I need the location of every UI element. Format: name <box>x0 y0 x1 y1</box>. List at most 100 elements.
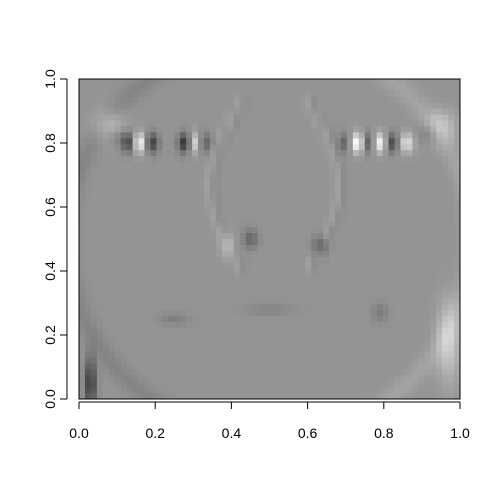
image-pixel <box>275 321 282 329</box>
image-pixel <box>424 357 431 364</box>
image-pixel <box>275 203 282 210</box>
image-pixel <box>168 114 175 121</box>
image-pixel <box>186 345 193 352</box>
image-pixel <box>418 215 425 222</box>
image-pixel <box>162 345 169 352</box>
image-pixel <box>352 375 360 382</box>
image-pixel <box>382 215 389 222</box>
image-pixel <box>204 351 211 358</box>
image-pixel <box>233 209 241 216</box>
image-pixel <box>364 108 372 115</box>
image-pixel <box>406 197 413 204</box>
image-pixel <box>358 126 366 133</box>
image-pixel <box>180 173 187 181</box>
image-pixel <box>263 132 270 139</box>
image-pixel <box>352 138 360 145</box>
image-pixel <box>358 114 366 121</box>
image-pixel <box>442 209 449 216</box>
image-pixel <box>251 209 258 216</box>
image-pixel <box>376 268 384 275</box>
image-pixel <box>168 256 175 264</box>
image-pixel <box>430 138 437 145</box>
image-pixel <box>263 268 270 275</box>
image-pixel <box>114 90 122 98</box>
image-pixel <box>436 316 443 323</box>
image-pixel <box>311 345 318 352</box>
image-pixel <box>406 120 413 127</box>
image-pixel <box>454 298 461 305</box>
image-pixel <box>263 375 270 382</box>
image-pixel <box>329 274 336 281</box>
image-pixel <box>406 144 413 151</box>
image-pixel <box>204 375 211 382</box>
image-pixel <box>102 375 110 382</box>
image-pixel <box>317 167 324 175</box>
image-pixel <box>299 327 306 335</box>
image-pixel <box>442 90 449 98</box>
image-pixel <box>257 79 264 86</box>
image-pixel <box>221 244 229 252</box>
image-pixel <box>251 304 258 311</box>
image-pixel <box>263 191 270 198</box>
image-pixel <box>311 215 318 222</box>
image-pixel <box>400 363 407 370</box>
image-pixel <box>84 327 92 335</box>
image-pixel <box>394 387 401 394</box>
image-pixel <box>239 333 247 341</box>
image-pixel <box>233 215 241 222</box>
image-pixel <box>84 375 92 382</box>
image-pixel <box>269 268 276 275</box>
image-pixel <box>198 345 205 352</box>
image-pixel <box>388 215 395 222</box>
image-pixel <box>334 191 342 198</box>
image-pixel <box>275 167 282 175</box>
image-pixel <box>162 108 169 115</box>
image-pixel <box>376 387 384 394</box>
image-pixel <box>275 369 282 376</box>
image-pixel <box>144 161 151 169</box>
image-pixel <box>192 286 199 293</box>
image-pixel <box>126 197 133 204</box>
image-pixel <box>108 150 116 157</box>
image-pixel <box>126 363 133 370</box>
image-pixel <box>293 185 300 192</box>
image-pixel <box>311 351 318 358</box>
image-pixel <box>150 333 157 341</box>
image-pixel <box>198 144 205 151</box>
image-pixel <box>299 84 306 92</box>
image-pixel <box>192 268 199 275</box>
image-pixel <box>293 292 300 299</box>
image-pixel <box>96 221 104 228</box>
image-pixel <box>263 215 270 222</box>
image-pixel <box>287 369 294 376</box>
image-pixel <box>430 126 437 133</box>
image-pixel <box>454 161 461 169</box>
image-pixel <box>370 339 378 347</box>
image-pixel <box>150 327 157 335</box>
image-pixel <box>358 298 366 305</box>
image-pixel <box>162 357 169 364</box>
image-pixel <box>263 327 270 335</box>
image-pixel <box>323 173 330 181</box>
image-pixel <box>400 256 407 264</box>
image-pixel <box>198 298 205 305</box>
image-pixel <box>287 191 294 198</box>
image-pixel <box>281 239 288 246</box>
image-pixel <box>221 274 229 281</box>
image-pixel <box>233 132 241 139</box>
image-pixel <box>180 138 187 145</box>
image-pixel <box>376 369 384 376</box>
image-pixel <box>90 393 98 400</box>
image-pixel <box>239 156 247 163</box>
image-pixel <box>251 102 258 110</box>
image-pixel <box>144 280 151 287</box>
image-pixel <box>233 310 241 317</box>
image-pixel <box>120 316 128 323</box>
face-image-raster <box>79 79 461 400</box>
image-pixel <box>418 191 425 198</box>
image-pixel <box>114 250 122 258</box>
image-pixel <box>209 333 217 341</box>
image-pixel <box>204 108 211 115</box>
image-pixel <box>269 393 276 400</box>
image-pixel <box>257 304 264 311</box>
